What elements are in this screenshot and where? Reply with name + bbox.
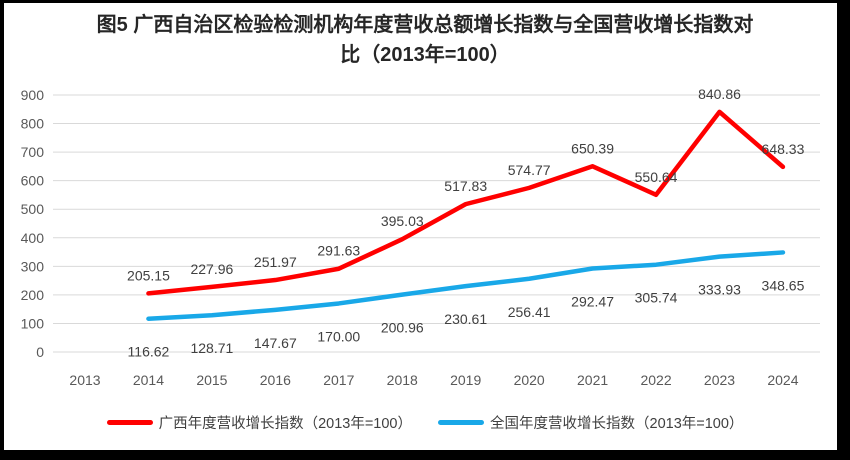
data-label-series-0: 574.77 <box>508 162 551 178</box>
legend-line-swatch-red <box>106 419 153 425</box>
legend-item-national: 全国年度营收增长指数（2013年=100） <box>438 412 743 433</box>
figure-border-top <box>0 0 850 3</box>
chart-title: 图5 广西自治区检验检测机构年度营收总额增长指数与全国营收增长指数对 比（201… <box>0 10 850 70</box>
chart-title-line1: 图5 广西自治区检验检测机构年度营收总额增长指数与全国营收增长指数对 <box>96 14 754 36</box>
y-axis-tick-label: 500 <box>21 201 45 217</box>
data-label-series-0: 650.39 <box>571 140 614 156</box>
legend-item-guangxi: 广西年度营收增长指数（2013年=100） <box>106 412 412 433</box>
figure-border-bottom <box>0 450 850 460</box>
data-label-series-0: 291.63 <box>317 243 360 259</box>
y-axis-tick-label: 200 <box>21 287 45 303</box>
data-label-series-1: 116.62 <box>128 344 170 360</box>
legend-label-guangxi: 广西年度营收增长指数（2013年=100） <box>158 415 412 432</box>
data-label-series-1: 230.61 <box>444 311 487 327</box>
y-axis-tick-label: 300 <box>21 258 45 274</box>
x-axis-tick-label: 2022 <box>640 372 671 388</box>
data-label-series-1: 128.71 <box>190 340 233 356</box>
x-axis-tick-label: 2013 <box>69 372 100 388</box>
y-axis-tick-label: 100 <box>21 315 45 331</box>
series-line-0 <box>146 109 786 296</box>
data-label-series-0: 648.33 <box>762 141 805 157</box>
chart-title-line2: 比（2013年=100） <box>340 44 510 66</box>
x-axis-tick-label: 2015 <box>196 372 227 388</box>
y-axis-tick-label: 0 <box>36 344 44 360</box>
y-axis-tick-label: 700 <box>21 144 45 160</box>
data-label-series-1: 333.93 <box>698 282 741 298</box>
data-label-series-0: 517.83 <box>444 178 487 194</box>
figure-border-left <box>0 0 4 460</box>
data-label-series-0: 395.03 <box>381 213 424 229</box>
y-axis-tick-label: 800 <box>21 116 45 132</box>
data-label-series-1: 348.65 <box>762 277 805 293</box>
y-axis-tick-label: 900 <box>21 87 45 103</box>
x-axis-tick-label: 2014 <box>133 372 164 388</box>
data-label-series-1: 256.41 <box>508 304 551 320</box>
x-axis-tick-label: 2019 <box>450 372 481 388</box>
x-axis-tick-label: 2020 <box>514 372 545 388</box>
x-axis-tick-label: 2023 <box>704 372 735 388</box>
x-axis-tick-label: 2017 <box>323 372 354 388</box>
legend-label-national: 全国年度营收增长指数（2013年=100） <box>490 415 744 432</box>
chart-legend: 广西年度营收增长指数（2013年=100） 全国年度营收增长指数（2013年=1… <box>0 407 850 437</box>
data-label-series-0: 550.64 <box>635 169 678 185</box>
y-axis-tick-label: 600 <box>21 173 45 189</box>
data-label-series-1: 305.74 <box>635 290 678 306</box>
figure-border-right <box>837 0 850 460</box>
x-axis-tick-label: 2024 <box>767 372 798 388</box>
y-axis-tick-label: 400 <box>21 230 45 246</box>
x-axis-tick-label: 2021 <box>577 372 608 388</box>
data-label-series-0: 840.86 <box>698 86 741 102</box>
data-label-series-1: 200.96 <box>381 320 424 336</box>
data-label-series-1: 292.47 <box>571 293 614 309</box>
data-label-series-0: 227.96 <box>190 261 233 277</box>
series-line-1 <box>146 250 786 321</box>
x-axis-tick-label: 2016 <box>260 372 291 388</box>
legend-line-swatch-blue <box>438 419 484 425</box>
data-label-series-0: 205.15 <box>127 267 170 283</box>
data-label-series-0: 251.97 <box>254 254 297 270</box>
data-label-series-1: 147.67 <box>254 335 297 351</box>
data-label-series-1: 170.00 <box>317 328 360 344</box>
x-axis-tick-label: 2018 <box>387 372 418 388</box>
